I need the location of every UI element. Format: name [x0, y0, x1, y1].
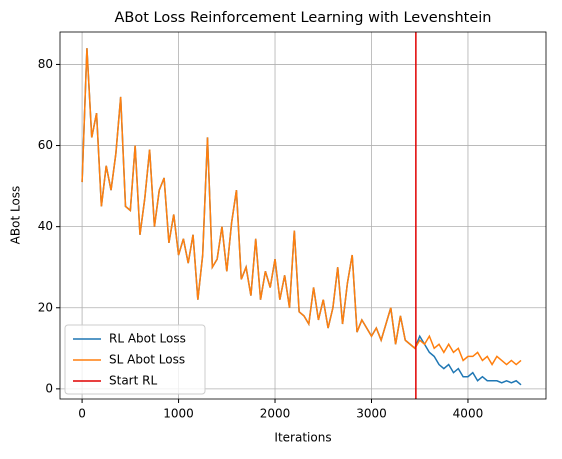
y-tick-label: 20 [38, 300, 53, 314]
plot-frame [59, 31, 547, 400]
x-tick-label: 3000 [356, 407, 387, 421]
chart-title: ABot Loss Reinforcement Learning with Le… [115, 10, 492, 26]
legend-box [64, 324, 206, 395]
x-tick-label: 0 [78, 407, 86, 421]
x-tick-label: 4000 [453, 407, 484, 421]
y-tick-label: 0 [45, 381, 53, 395]
y-tick-label: 80 [38, 57, 53, 71]
y-axis-label: ABot Loss [9, 186, 23, 245]
x-tick-label: 2000 [260, 407, 291, 421]
y-tick-label: 40 [38, 219, 53, 233]
legend-label: Start RL [109, 374, 157, 388]
x-tick-label: 1000 [163, 407, 194, 421]
x-axis-label: Iterations [274, 431, 331, 445]
line-series [81, 48, 522, 366]
y-tick-label: 60 [38, 138, 53, 152]
legend-label: SL Abot Loss [109, 353, 185, 367]
legend-label: RL Abot Loss [109, 332, 186, 346]
